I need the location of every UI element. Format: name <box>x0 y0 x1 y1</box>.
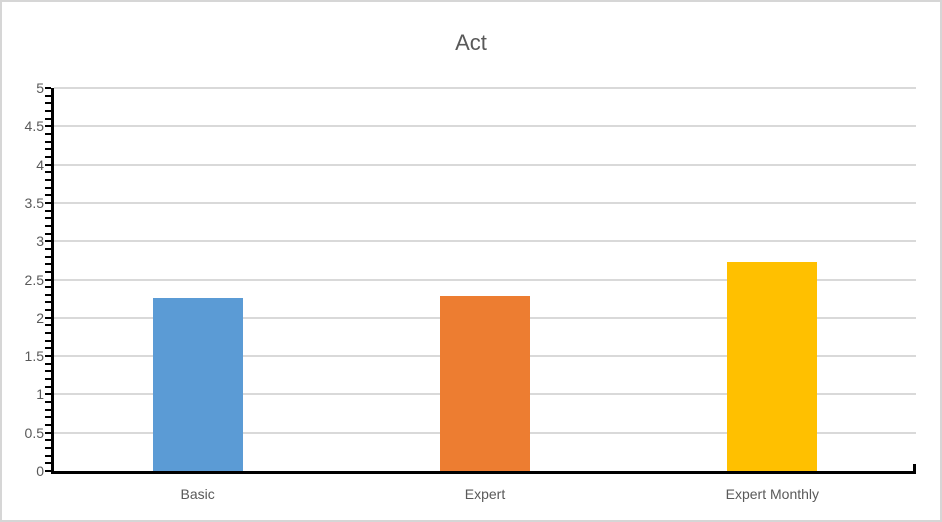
y-axis-minor-tick <box>45 362 51 365</box>
y-axis-minor-tick <box>45 201 51 204</box>
y-axis-minor-tick <box>45 316 51 319</box>
y-axis-minor-tick <box>45 140 51 143</box>
y-axis-minor-tick <box>45 286 51 289</box>
y-axis-minor-tick <box>45 155 51 158</box>
y-axis-minor-tick <box>45 232 51 235</box>
y-tick-label: 1 <box>36 386 44 403</box>
y-axis-minor-tick <box>45 301 51 304</box>
x-tick-label: Basic <box>180 486 215 502</box>
y-axis-minor-tick <box>45 163 51 166</box>
y-axis-minor-tick <box>45 408 51 411</box>
y-axis-minor-tick <box>45 447 51 450</box>
gridline <box>54 125 916 128</box>
y-axis-minor-tick <box>45 117 51 120</box>
y-axis-minor-tick <box>45 263 51 266</box>
y-axis-minor-tick <box>45 278 51 281</box>
y-tick-label: 2.5 <box>24 271 44 288</box>
y-axis-minor-tick <box>45 102 51 105</box>
y-axis-minor-tick <box>45 439 51 442</box>
y-axis-minor-tick <box>45 171 51 174</box>
y-axis-minor-tick <box>45 324 51 327</box>
y-axis-minor-tick <box>45 309 51 312</box>
y-axis-minor-tick <box>45 454 51 457</box>
y-axis-minor-tick <box>45 293 51 296</box>
y-axis-minor-tick <box>45 424 51 427</box>
y-axis-minor-tick <box>45 355 51 358</box>
y-axis-minor-tick <box>45 462 51 465</box>
y-axis-minor-tick <box>45 109 51 112</box>
bar-expert[interactable] <box>440 295 530 471</box>
gridline <box>54 87 916 89</box>
y-axis-minor-tick <box>45 94 51 97</box>
y-axis-minor-tick <box>45 401 51 404</box>
y-axis-minor-tick <box>45 148 51 151</box>
gridline <box>54 240 916 243</box>
y-axis-minor-tick <box>45 87 51 89</box>
y-axis-minor-tick <box>45 416 51 419</box>
x-tick-label: Expert Monthly <box>725 486 820 502</box>
y-axis-minor-tick <box>45 378 51 381</box>
y-tick-label: 4 <box>36 156 44 173</box>
y-axis-minor-tick <box>45 240 51 243</box>
y-axis-minor-tick <box>45 385 51 388</box>
y-axis-line <box>51 88 54 471</box>
y-axis-minor-tick <box>45 332 51 335</box>
gridline <box>54 278 916 281</box>
y-axis-minor-tick <box>45 132 51 135</box>
y-tick-label: 3.5 <box>24 194 44 211</box>
y-axis-minor-tick <box>45 217 51 220</box>
y-axis-minor-tick <box>45 270 51 273</box>
plot-area <box>45 87 916 474</box>
y-axis-minor-tick <box>45 224 51 227</box>
y-axis-minor-tick <box>45 393 51 396</box>
gridline <box>54 163 916 166</box>
y-tick-label: 3 <box>36 233 44 250</box>
y-axis-minor-tick <box>45 339 51 342</box>
y-tick-label: 5 <box>36 80 44 96</box>
bar-basic[interactable] <box>152 297 243 471</box>
y-axis-minor-tick <box>45 255 51 258</box>
y-axis-minor-tick <box>45 194 51 197</box>
y-axis-minor-tick <box>45 209 51 212</box>
y-axis-minor-tick <box>45 347 51 350</box>
x-axis-end-tick <box>913 464 916 471</box>
y-tick-label: 2 <box>36 309 44 326</box>
bar-expert-monthly[interactable] <box>727 261 818 471</box>
y-axis-minor-tick <box>45 178 51 181</box>
x-axis-line <box>51 471 916 474</box>
y-axis-minor-tick <box>45 247 51 250</box>
y-tick-label: 1.5 <box>24 348 44 365</box>
y-tick-label: 0.5 <box>24 424 44 441</box>
y-tick-label: 4.5 <box>24 118 44 135</box>
y-axis-minor-tick <box>45 370 51 373</box>
gridline <box>54 201 916 204</box>
y-axis-minor-tick <box>45 186 51 189</box>
x-tick-label: Expert <box>464 486 506 502</box>
y-axis-minor-tick <box>45 470 51 472</box>
y-axis-minor-tick <box>45 125 51 128</box>
y-axis-minor-tick <box>45 431 51 434</box>
chart-title: Act <box>455 30 487 55</box>
y-tick-label: 0 <box>36 463 44 479</box>
